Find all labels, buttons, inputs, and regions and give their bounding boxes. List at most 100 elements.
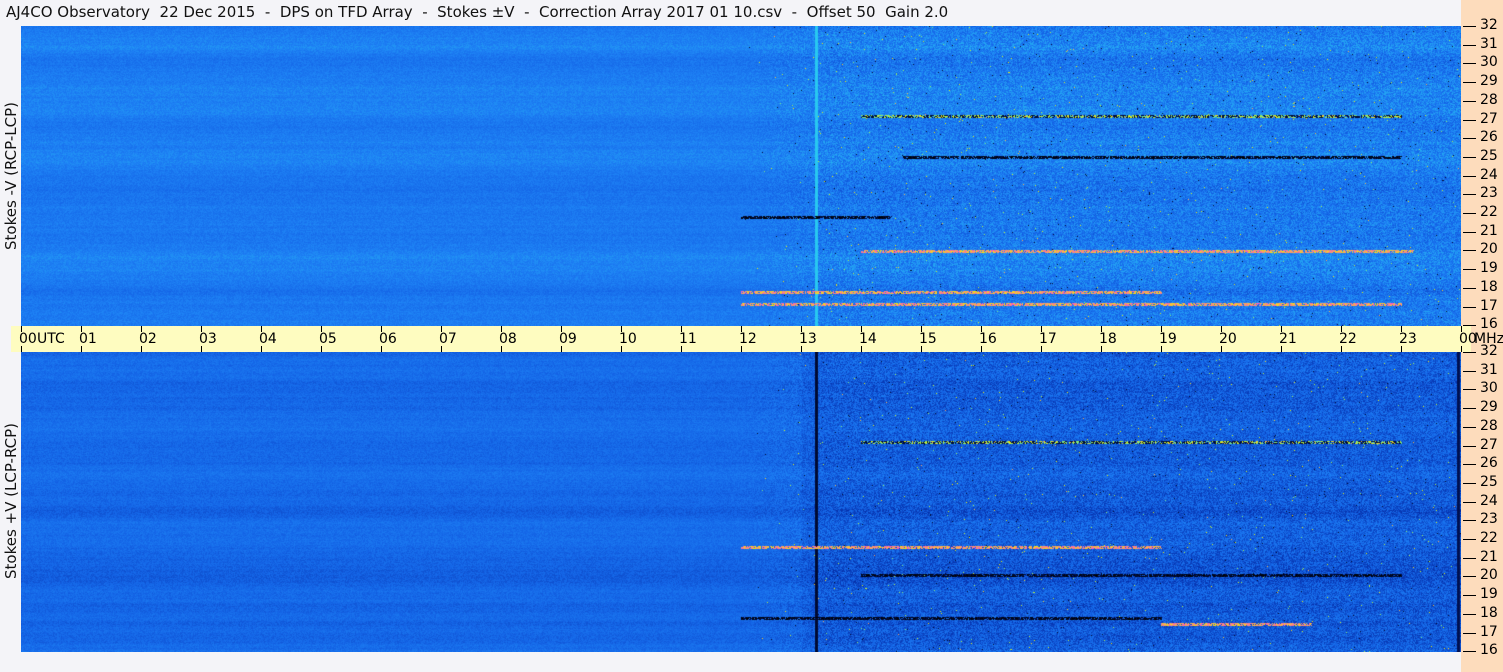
freq-tick	[1463, 576, 1476, 577]
time-tick	[381, 326, 382, 332]
freq-tick-label: 19	[1480, 586, 1498, 602]
time-tick	[501, 346, 502, 352]
freq-tick	[1463, 213, 1476, 214]
heatmap-top-canvas	[21, 26, 1461, 326]
time-tick	[741, 326, 742, 332]
time-tick	[801, 326, 802, 332]
freq-tick	[1463, 157, 1476, 158]
time-tick-label: 22	[1339, 331, 1357, 347]
ylabel-top: Stokes -V (RCP-LCP)	[2, 102, 20, 250]
freq-tick-label: 24	[1480, 167, 1498, 183]
freq-tick	[1463, 483, 1476, 484]
spectrogram-bottom	[21, 352, 1461, 652]
time-tick-label: 01	[79, 331, 97, 347]
freq-tick-label: 20	[1480, 241, 1498, 257]
freq-tick	[1463, 138, 1476, 139]
time-tick	[921, 346, 922, 352]
freq-tick-label: 17	[1480, 298, 1498, 314]
freq-tick-label: 16	[1480, 316, 1498, 332]
time-tick	[1101, 326, 1102, 332]
freq-tick-label: 25	[1480, 148, 1498, 164]
time-tick-label: 14	[859, 331, 877, 347]
freq-tick-label: 23	[1480, 511, 1498, 527]
time-tick	[381, 346, 382, 352]
freq-tick	[1463, 288, 1476, 289]
time-tick-label: 05	[319, 331, 337, 347]
freq-tick	[1463, 63, 1476, 64]
freq-tick-label: 21	[1480, 223, 1498, 239]
freq-tick-label: 21	[1480, 549, 1498, 565]
freq-tick	[1463, 520, 1476, 521]
freq-tick	[1463, 558, 1476, 559]
time-tick-label: 12	[739, 331, 757, 347]
time-tick-label: 23	[1399, 331, 1417, 347]
freq-tick-label: 19	[1480, 260, 1498, 276]
freq-tick-label: 25	[1480, 474, 1498, 490]
freq-tick-label: 29	[1480, 399, 1498, 415]
ylabel-bottom: Stokes +V (LCP-RCP)	[2, 423, 20, 579]
time-tick-label: 00	[1459, 331, 1477, 347]
freq-tick-label: 24	[1480, 493, 1498, 509]
time-tick	[21, 326, 22, 332]
freq-tick	[1463, 194, 1476, 195]
window-title: AJ4CO Observatory 22 Dec 2015 - DPS on T…	[6, 3, 949, 21]
freq-tick	[1463, 595, 1476, 596]
freq-tick	[1463, 232, 1476, 233]
time-tick-label: 17	[1039, 331, 1057, 347]
freq-tick-label: 22	[1480, 530, 1498, 546]
time-tick	[1101, 346, 1102, 352]
time-tick-label: 08	[499, 331, 517, 347]
time-tick	[261, 326, 262, 332]
time-tick	[681, 326, 682, 332]
freq-tick	[1463, 45, 1476, 46]
time-tick	[1401, 326, 1402, 332]
freq-tick	[1463, 427, 1476, 428]
time-tick	[1461, 346, 1462, 352]
time-tick	[681, 346, 682, 352]
freq-tick-label: 28	[1480, 418, 1498, 434]
time-tick	[201, 346, 202, 352]
spectrogram-top	[21, 26, 1461, 326]
freq-tick	[1463, 120, 1476, 121]
freq-tick-label: 27	[1480, 111, 1498, 127]
freq-tick-label: 18	[1480, 605, 1498, 621]
freq-tick	[1463, 539, 1476, 540]
freq-tick	[1463, 176, 1476, 177]
freq-tick	[1463, 307, 1476, 308]
time-tick	[561, 346, 562, 352]
time-tick	[81, 326, 82, 332]
freq-tick	[1463, 446, 1476, 447]
time-tick	[501, 326, 502, 332]
freq-tick	[1463, 352, 1476, 353]
time-tick-label: 10	[619, 331, 637, 347]
time-tick	[81, 346, 82, 352]
freq-tick-label: 30	[1480, 380, 1498, 396]
time-tick-label: 13	[799, 331, 817, 347]
time-tick	[141, 326, 142, 332]
time-tick	[1281, 346, 1282, 352]
time-tick	[981, 326, 982, 332]
utc-label: UTC	[37, 331, 65, 347]
time-tick	[1281, 326, 1282, 332]
freq-tick-label: 20	[1480, 567, 1498, 583]
freq-tick	[1463, 371, 1476, 372]
time-axis: 00 01 02 03 04 05 06 07 08 09 10 11 12 13 14 15 16 17 18 19…	[11, 326, 1503, 352]
freq-tick-label: 16	[1480, 642, 1498, 658]
time-tick-label: 06	[379, 331, 397, 347]
time-tick	[861, 346, 862, 352]
freq-tick-label: 32	[1480, 343, 1498, 359]
freq-tick	[1463, 101, 1476, 102]
time-tick-label: 18	[1099, 331, 1117, 347]
time-tick	[261, 346, 262, 352]
freq-tick-label: 22	[1480, 204, 1498, 220]
time-tick	[441, 346, 442, 352]
freq-tick	[1463, 26, 1476, 27]
time-tick-label: 02	[139, 331, 157, 347]
time-tick	[801, 346, 802, 352]
time-tick	[861, 326, 862, 332]
mhz-label: MHz	[1474, 331, 1503, 347]
freq-tick-label: 32	[1480, 17, 1498, 33]
freq-tick-label: 26	[1480, 129, 1498, 145]
time-tick-label: 15	[919, 331, 937, 347]
freq-tick-label: 26	[1480, 455, 1498, 471]
